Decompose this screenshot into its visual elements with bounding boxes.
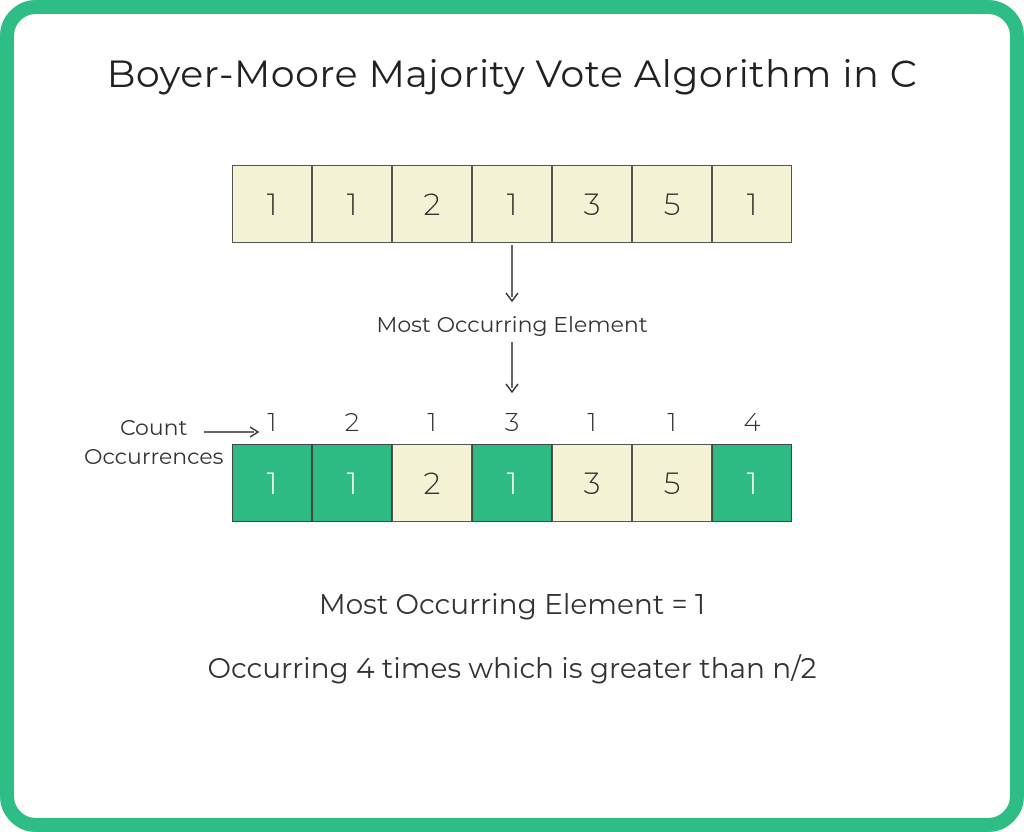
array-cell: 3	[552, 444, 632, 522]
array-cell: 2	[392, 165, 472, 243]
array-cell: 2	[392, 444, 472, 522]
count-label: 3	[472, 402, 552, 442]
count-label: 1	[392, 402, 472, 442]
count-section: Count Occurrences 1213114 1121351	[14, 402, 1010, 522]
array-cell: 3	[552, 165, 632, 243]
count-label: 1	[552, 402, 632, 442]
diagram-frame: Boyer-Moore Majority Vote Algorithm in C…	[0, 0, 1024, 832]
array-cell: 1	[712, 444, 792, 522]
mid-label: Most Occurring Element	[14, 311, 1010, 338]
array-cell: 5	[632, 165, 712, 243]
arrow-segment-1	[14, 243, 1010, 307]
input-array: 1121351	[14, 165, 1010, 243]
arrow-down-icon	[502, 340, 522, 398]
side-label-line2: Occurrences	[84, 443, 223, 472]
side-label: Count Occurrences	[84, 414, 223, 471]
arrow-segment-2	[14, 340, 1010, 398]
count-label: 2	[312, 402, 392, 442]
array-cell: 5	[632, 444, 712, 522]
page-title: Boyer-Moore Majority Vote Algorithm in C	[14, 14, 1010, 97]
count-label: 1	[632, 402, 712, 442]
arrow-down-icon	[502, 243, 522, 307]
array-cell: 1	[232, 444, 312, 522]
array-cell: 1	[232, 165, 312, 243]
result-line-2: Occurring 4 times which is greater than …	[14, 652, 1010, 686]
arrow-right-icon	[202, 424, 264, 440]
result-line-1: Most Occurring Element = 1	[14, 588, 1010, 622]
array-cell: 1	[472, 165, 552, 243]
array-cell: 1	[312, 444, 392, 522]
array-cell: 1	[712, 165, 792, 243]
array-cell: 1	[472, 444, 552, 522]
count-label: 4	[712, 402, 792, 442]
array-cell: 1	[312, 165, 392, 243]
